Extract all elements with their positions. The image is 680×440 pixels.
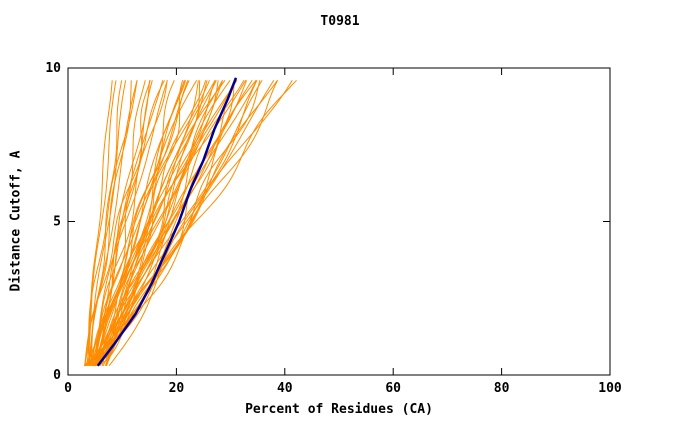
model-curve [86,80,138,366]
model-curve [92,80,189,366]
highlight-curve [96,77,238,367]
model-curve [108,80,258,367]
model-curve [97,80,190,366]
chart-title: T0981 [320,14,360,29]
model-curve [97,80,216,366]
model-curve [89,80,138,366]
x-axis-label: Percent of Residues (CA) [245,402,433,417]
x-tick-label: 60 [385,381,401,396]
model-curve [85,80,151,367]
model-curve [92,79,297,367]
model-curve [90,80,127,366]
model-curve [84,80,153,367]
model-curve [94,80,223,367]
model-curve [96,80,217,367]
model-curve [86,80,117,366]
model-curve [104,80,245,366]
model-curve [84,80,113,366]
model-curve [101,80,224,366]
y-tick-label: 10 [45,61,61,76]
x-tick-label: 40 [277,381,293,396]
model-curve [86,80,186,366]
model-curve [105,80,231,366]
model-curve [93,80,187,367]
model-curve [88,80,279,367]
model-curve [96,80,210,366]
model-curve [94,80,198,366]
x-tick-label: 20 [169,381,185,396]
model-curve [88,80,165,366]
model-curve [97,80,235,367]
model-curve [105,80,275,366]
model-curve [91,80,253,367]
y-tick-label: 0 [53,368,61,383]
model-curve [93,80,219,367]
y-tick-label: 5 [53,215,61,230]
x-tick-label: 80 [494,381,510,396]
y-axis-label: Distance Cutoff, A [8,150,24,292]
x-tick-label: 100 [598,381,622,396]
x-tick-label: 0 [64,381,72,396]
